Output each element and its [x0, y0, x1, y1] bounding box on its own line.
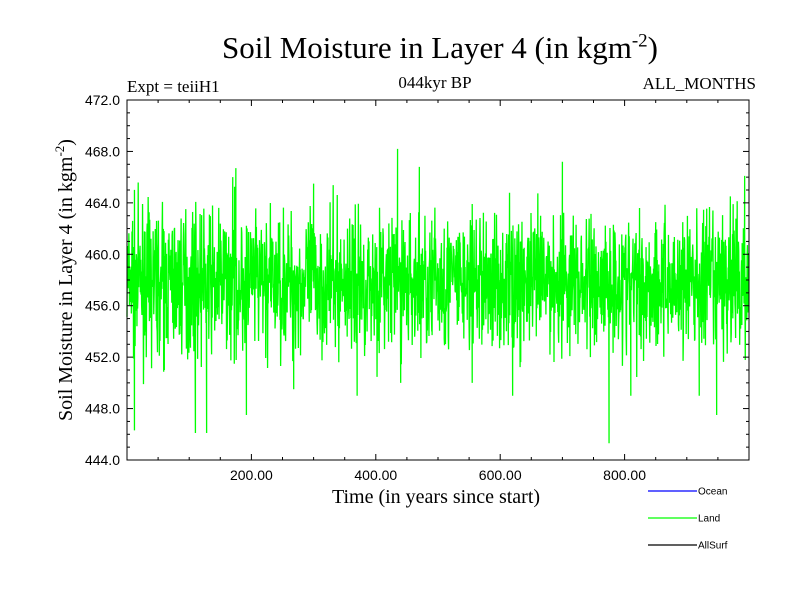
x-tick-label: 800.00	[603, 467, 646, 483]
period-label: 044kyr BP	[398, 73, 472, 92]
y-tick-label: 452.0	[85, 349, 120, 365]
experiment-label: Expt = teiiH1	[127, 77, 220, 96]
y-tick-label: 460.0	[85, 246, 120, 262]
axes-layer: 444.0 448.0 452.0 456.0 460.0 464.0 468.0 472.0…	[85, 92, 749, 483]
legend-label: Ocean	[698, 487, 727, 498]
legend-label: Land	[698, 514, 720, 525]
y-tick-label: 456.0	[85, 298, 120, 314]
x-tick-label: 600.00	[479, 467, 522, 483]
y-tick-label: 468.0	[85, 143, 120, 159]
months-label: ALL_MONTHS	[642, 74, 756, 93]
legend-label: AllSurf	[698, 541, 728, 552]
y-tick-label: 444.0	[85, 452, 120, 468]
y-tick-label: 472.0	[85, 92, 120, 108]
y-tick-label: 448.0	[85, 401, 120, 417]
series-line-land	[126, 148, 750, 444]
x-axis-label: Time (in years since start)	[331, 486, 541, 508]
series-layer	[126, 148, 750, 444]
y-tick-label: 464.0	[85, 195, 120, 211]
chart-title: Soil Moisture in Layer 4 (in kgm-2)	[222, 30, 658, 65]
x-tick-label: 200.00	[230, 467, 273, 483]
x-tick-label: 400.00	[354, 467, 397, 483]
legend: Ocean Land AllSurf	[648, 487, 728, 552]
